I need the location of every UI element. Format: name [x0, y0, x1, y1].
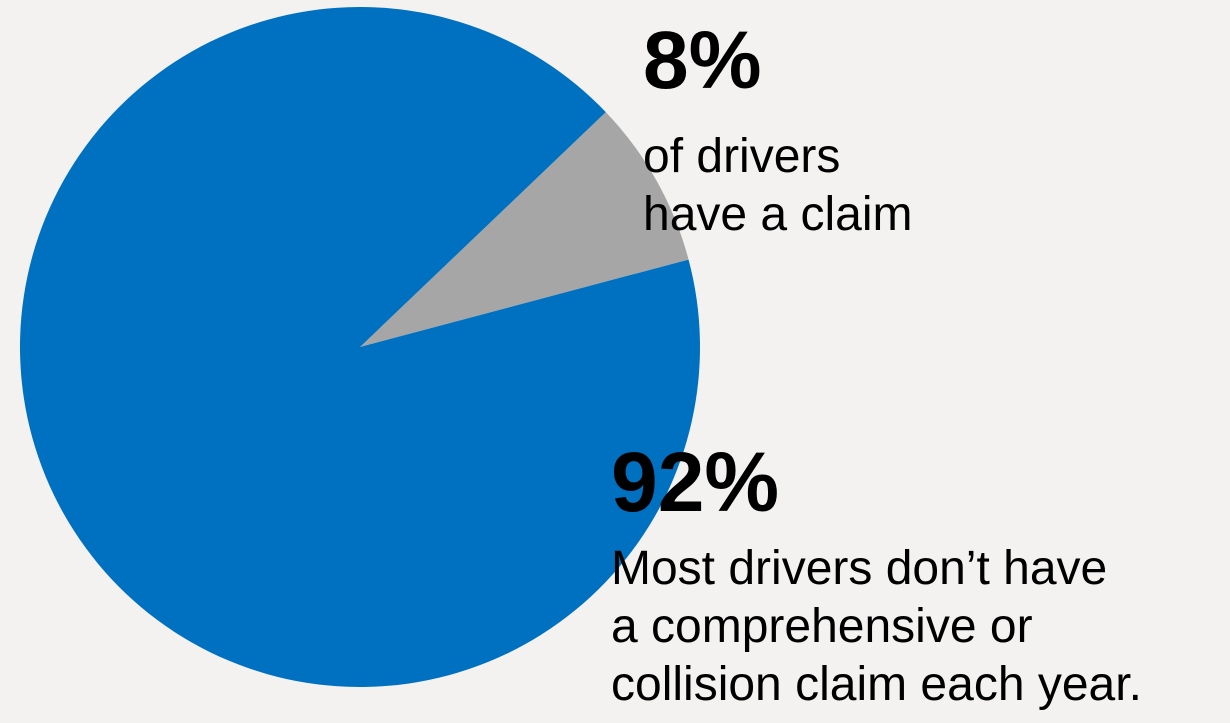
minority-description-line: of drivers — [643, 130, 841, 183]
pie-slice-minority — [360, 112, 689, 348]
majority-description-line: collision claim each year. — [611, 658, 1142, 712]
majority-description: Most drivers don’t have a comprehensive … — [611, 540, 1142, 714]
minority-percent-label: 8% — [643, 15, 762, 106]
majority-description-line: Most drivers don’t have — [611, 542, 1108, 595]
minority-description: of drivers have a claim — [643, 128, 912, 243]
pie-slice-majority — [20, 6, 701, 687]
minority-description-line: have a claim — [643, 187, 913, 241]
majority-percent-label: 92% — [611, 435, 780, 529]
majority-description-line: a comprehensive or — [611, 600, 1033, 654]
